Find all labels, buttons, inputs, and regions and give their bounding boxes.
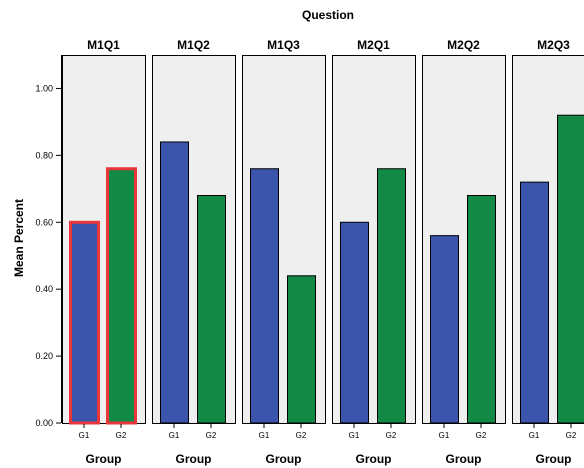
panel-label: M2Q3 (537, 38, 570, 52)
panel-m2q2: M2Q2 G1 G2 Group (422, 38, 506, 466)
y-tick-label: 0.80 (35, 150, 53, 160)
panel-m2q3: M2Q3 G1 G2 Group (512, 38, 584, 466)
x-tick-label: G2 (386, 431, 397, 440)
x-tick-label: G1 (169, 431, 180, 440)
panel-label: M2Q2 (447, 38, 480, 52)
x-axis-label: Group (176, 452, 212, 466)
y-tick-label: 0.60 (35, 217, 53, 227)
panel-label: M1Q1 (87, 38, 120, 52)
y-tick-label: 0.20 (35, 351, 53, 361)
y-axis-label: Mean Percent (12, 199, 26, 277)
bar-g1 (250, 168, 279, 424)
bar-g1 (160, 141, 189, 424)
x-tick-label: G1 (259, 431, 270, 440)
x-tick-label: G1 (349, 431, 360, 440)
x-axis-label: Group (356, 452, 392, 466)
bar-g2 (467, 195, 496, 424)
bar-g1 (520, 181, 549, 424)
x-axis-label: Group (536, 452, 572, 466)
panel-label: M1Q3 (267, 38, 300, 52)
bar-g1 (69, 220, 100, 425)
panel-m2q1: M2Q1 G1 G2 Group (332, 38, 416, 466)
panel-m1q3: M1Q3 G1 G2 Group (242, 38, 326, 466)
bar-g1 (340, 221, 369, 424)
x-tick-label: G2 (116, 431, 127, 440)
panel-label: M1Q2 (177, 38, 210, 52)
x-axis-label: Group (266, 452, 302, 466)
panel-m1q1: M1Q1 G1 G2 Group (62, 38, 146, 466)
x-axis-label: Group (446, 452, 482, 466)
y-tick-label: 1.00 (35, 83, 53, 93)
bar-g1 (430, 235, 459, 424)
x-tick-label: G1 (439, 431, 450, 440)
y-tick-label: 0.40 (35, 284, 53, 294)
chart-title: Question (302, 8, 354, 22)
x-tick-label: G2 (566, 431, 577, 440)
y-axis: 0.00 0.20 0.40 0.60 0.80 1.00 (35, 55, 62, 428)
x-axis-label: Group (86, 452, 122, 466)
bar-g2 (197, 195, 226, 424)
x-tick-label: G1 (79, 431, 90, 440)
bar-g2 (106, 167, 137, 425)
y-tick-label: 0.00 (35, 418, 53, 428)
x-tick-label: G1 (529, 431, 540, 440)
bar-g2 (377, 168, 406, 424)
panel-m1q2: M1Q2 G1 G2 Group (152, 38, 236, 466)
x-tick-label: G2 (476, 431, 487, 440)
bar-g2 (557, 114, 584, 424)
panel-label: M2Q1 (357, 38, 390, 52)
x-tick-label: G2 (206, 431, 217, 440)
x-tick-label: G2 (296, 431, 307, 440)
bar-g2 (287, 275, 316, 424)
